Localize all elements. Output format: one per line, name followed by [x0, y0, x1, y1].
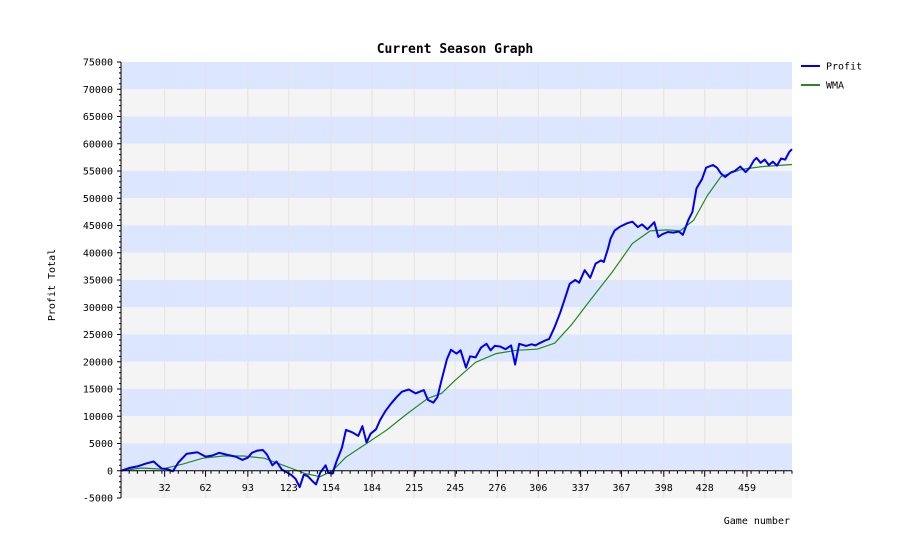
grid-band: [121, 116, 792, 144]
x-tick-label: 215: [405, 483, 423, 494]
y-ticks: -5000 0 5000 10000 15000 20000 25000 30000 35000…: [83, 58, 121, 505]
x-tick-label: 245: [446, 483, 464, 494]
y-tick-label: 75000: [83, 58, 113, 69]
x-tick-label: 123: [280, 483, 298, 494]
y-tick-label: 15000: [83, 385, 113, 396]
grid-band: [121, 280, 792, 308]
series-line-wma: [120, 163, 793, 478]
x-tick-label: 459: [738, 483, 756, 494]
grid-band: [121, 307, 792, 335]
grid-band: [121, 416, 792, 444]
x-tick-label: 276: [488, 483, 506, 494]
y-tick-label: 65000: [83, 112, 113, 123]
grid-band: [121, 198, 792, 226]
y-tick-label: 55000: [83, 167, 113, 178]
x-tick-label: 367: [612, 483, 630, 494]
x-tick-label: 93: [242, 483, 254, 494]
x-tick-label: 154: [322, 483, 340, 494]
chart-title: Current Season Graph: [377, 42, 534, 57]
grid-band: [121, 334, 792, 362]
y-tick-label: 60000: [83, 139, 113, 150]
grid-bands: [121, 62, 792, 498]
y-tick-label: 35000: [83, 276, 113, 287]
x-tick-label: 398: [655, 483, 673, 494]
legend: Profit WMA: [801, 62, 862, 92]
x-tick-label: 32: [159, 483, 171, 494]
y-tick-label: 70000: [83, 85, 113, 96]
x-tick-label: 428: [696, 483, 714, 494]
x-tick-label: 306: [529, 483, 547, 494]
grid-band: [121, 252, 792, 280]
x-ticks: 32 62 93 123 154 184 215 245 276 306 337 367 398 428 4…: [120, 470, 793, 494]
y-tick-label: 20000: [83, 357, 113, 368]
x-axis-label: Game number: [724, 516, 790, 527]
y-tick-label: 25000: [83, 330, 113, 341]
x-tick-label: 62: [200, 483, 212, 494]
series-lines: [120, 148, 793, 489]
grid-band: [121, 389, 792, 417]
y-tick-label: 0: [107, 466, 113, 477]
grid-band: [121, 171, 792, 199]
series-line-profit: [120, 148, 793, 489]
y-tick-label: 50000: [83, 194, 113, 205]
y-tick-label: 45000: [83, 221, 113, 232]
y-axis-label: Profit Total: [47, 249, 58, 321]
y-tick-label: 30000: [83, 303, 113, 314]
grid-band: [121, 62, 792, 90]
x-tick-label: 184: [363, 483, 381, 494]
legend-label-wma: WMA: [826, 81, 844, 92]
grid-band: [121, 470, 792, 498]
y-tick-label: -5000: [83, 494, 113, 505]
y-tick-label: 10000: [83, 412, 113, 423]
grid-band: [121, 361, 792, 389]
grid-band: [121, 443, 792, 471]
grid-band: [121, 225, 792, 253]
grid-band: [121, 89, 792, 117]
grid-band: [121, 143, 792, 171]
legend-label-profit: Profit: [826, 62, 862, 73]
y-tick-label: 5000: [89, 439, 113, 450]
y-tick-label: 40000: [83, 248, 113, 259]
x-tick-label: 337: [572, 483, 590, 494]
